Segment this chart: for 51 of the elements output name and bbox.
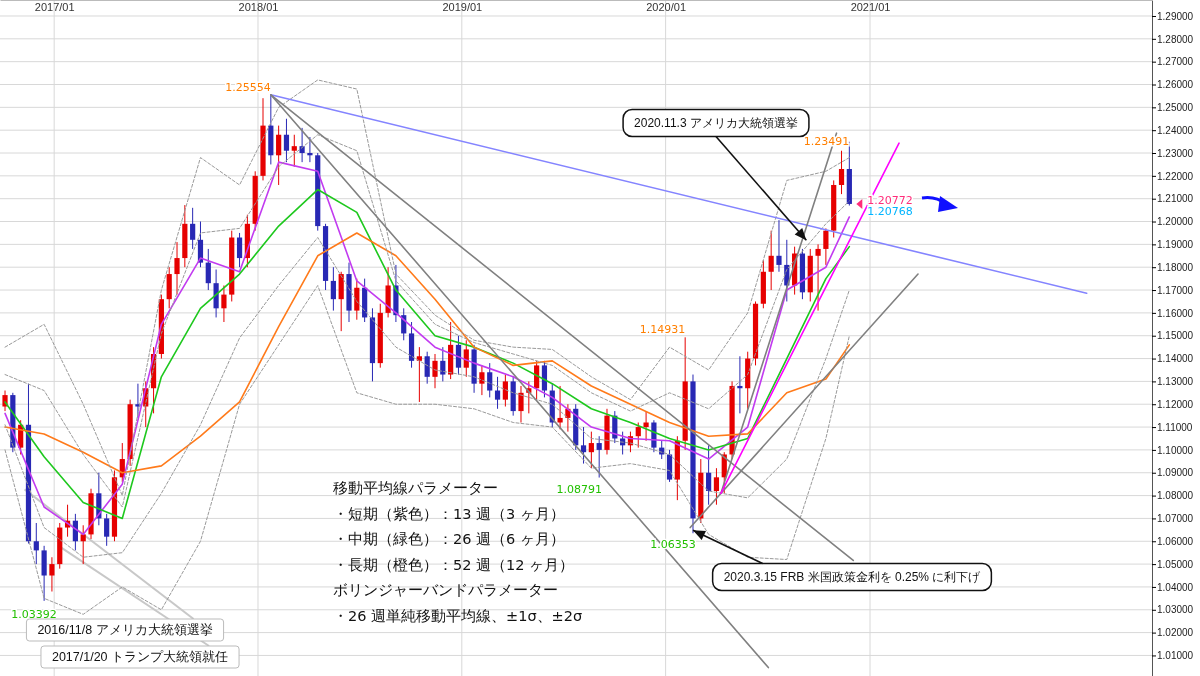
- annotation: 1.06353: [650, 538, 696, 552]
- y-tick-label: 1.28000: [1157, 33, 1194, 45]
- y-tick-label: 1.20000: [1157, 216, 1194, 228]
- x-tick-label: 2017/01: [34, 0, 75, 13]
- annotation: 1.23491: [803, 134, 850, 148]
- y-tick-label: 1.01000: [1157, 650, 1194, 662]
- y-tick-label: 1.21000: [1157, 193, 1194, 205]
- annotation: 1.14931: [639, 323, 686, 337]
- y-tick-label: 1.06000: [1157, 535, 1194, 547]
- annotation: ・中期（緑色）：26 週（6 ヶ月）: [333, 531, 565, 548]
- y-tick-label: 1.29000: [1157, 10, 1194, 22]
- annotation: 1.20768: [867, 204, 913, 218]
- annotation: ・26 週単純移動平均線、±1σ、±2σ: [333, 608, 583, 624]
- y-tick-label: 1.19000: [1157, 239, 1194, 251]
- y-tick-label: 1.14000: [1157, 353, 1194, 365]
- x-tick-label: 2019/01: [442, 0, 483, 13]
- y-tick-label: 1.07000: [1157, 513, 1194, 525]
- annotation: 1.08791: [556, 482, 602, 496]
- x-tick-label: 2020/01: [646, 0, 687, 13]
- y-tick-label: 1.24000: [1157, 124, 1194, 136]
- y-tick-label: 1.09000: [1157, 467, 1194, 479]
- y-tick-label: 1.02000: [1157, 627, 1194, 639]
- x-tick-label: 2018/01: [238, 0, 279, 13]
- y-tick-label: 1.23000: [1157, 147, 1194, 159]
- y-tick-label: 1.08000: [1157, 490, 1194, 502]
- annotation: 1.03392: [11, 607, 57, 621]
- y-tick-label: 1.13000: [1157, 376, 1194, 388]
- y-tick-label: 1.27000: [1157, 56, 1194, 68]
- y-tick-label: 1.05000: [1157, 558, 1194, 570]
- annotation: ・短期（紫色）：13 週（3 ヶ月）: [333, 505, 565, 522]
- annotation: 2016/11/8 アメリカ大統領選挙: [37, 623, 213, 637]
- y-tick-label: 1.03000: [1157, 604, 1194, 616]
- annotation: 移動平均線パラメーター: [333, 480, 498, 496]
- y-tick-label: 1.25000: [1157, 102, 1194, 114]
- annotation: 2020.11.3 アメリカ大統領選挙: [634, 116, 798, 130]
- annotation: ・長期（橙色）：52 週（12 ヶ月）: [333, 556, 575, 573]
- y-tick-label: 1.11000: [1157, 421, 1193, 433]
- annotation: 2020.3.15 FRB 米国政策金利を 0.25% に利下げ: [723, 570, 982, 584]
- annotation: ボリンジャーバンドパラメーター: [333, 582, 558, 599]
- y-tick-label: 1.17000: [1157, 284, 1194, 296]
- y-tick-label: 1.22000: [1157, 170, 1194, 182]
- y-tick-label: 1.12000: [1157, 398, 1194, 410]
- y-tick-label: 1.10000: [1157, 444, 1194, 456]
- annotation: 1.25554: [225, 80, 271, 94]
- annotation: 2017/1/20 トランプ大統領就任: [51, 650, 229, 664]
- y-tick-label: 1.15000: [1157, 330, 1194, 342]
- y-tick-label: 1.26000: [1157, 79, 1194, 91]
- y-tick-label: 1.18000: [1157, 261, 1194, 273]
- y-tick-label: 1.16000: [1157, 307, 1194, 319]
- x-tick-label: 2021/01: [850, 0, 891, 13]
- y-tick-label: 1.04000: [1157, 581, 1194, 593]
